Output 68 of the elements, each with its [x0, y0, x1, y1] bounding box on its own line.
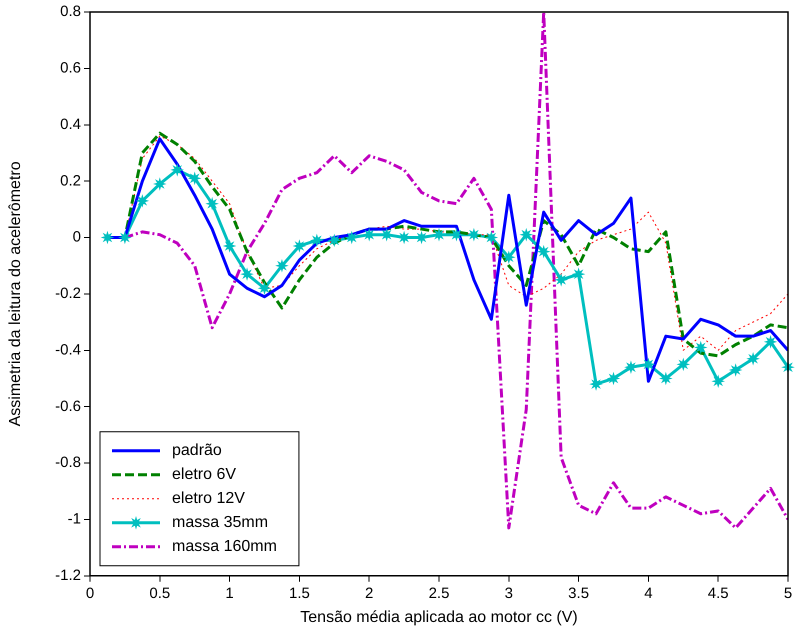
y-tick-label: 0 — [72, 228, 81, 246]
legend-label: eletro 12V — [172, 490, 246, 508]
point — [276, 260, 288, 272]
point — [154, 178, 166, 190]
point — [450, 229, 462, 240]
point — [381, 229, 392, 240]
point — [730, 364, 742, 376]
point — [520, 229, 532, 240]
point — [660, 372, 672, 384]
y-tick-label: 0.8 — [60, 3, 81, 20]
legend-label: padrão — [172, 442, 222, 460]
point — [434, 229, 444, 240]
point — [242, 268, 253, 280]
point — [294, 240, 305, 252]
point — [224, 240, 236, 252]
y-tick-label: -0.6 — [55, 398, 81, 415]
x-tick-label: 0.5 — [149, 584, 170, 602]
x-tick-label: 5 — [784, 584, 792, 602]
point — [102, 232, 113, 244]
point — [311, 234, 322, 246]
y-tick-label: -1 — [68, 510, 81, 528]
point — [712, 376, 724, 387]
x-tick-label: 2 — [365, 584, 374, 602]
point — [748, 353, 759, 364]
point — [765, 336, 776, 348]
x-tick-label: 3.5 — [568, 584, 590, 602]
y-tick-label: -0.8 — [55, 454, 81, 472]
y-tick-label: -0.4 — [55, 341, 81, 358]
x-tick-label: 4.5 — [708, 584, 729, 602]
point — [608, 372, 619, 384]
y-tick-label: 0.2 — [60, 172, 81, 190]
legend-label: massa 35mm — [172, 514, 268, 532]
point — [346, 232, 358, 244]
point — [625, 362, 636, 373]
point — [189, 172, 200, 184]
x-tick-label: 2.5 — [428, 584, 450, 602]
point — [119, 232, 130, 244]
point — [328, 234, 340, 246]
y-tick-label: 0.6 — [60, 60, 81, 77]
point — [416, 232, 428, 244]
point — [503, 252, 514, 263]
point — [573, 268, 584, 280]
point — [364, 229, 375, 240]
point — [590, 378, 602, 390]
point — [486, 232, 497, 244]
x-axis-title: Tensão média aplicada ao motor cc (V) — [300, 608, 578, 626]
point — [538, 246, 550, 258]
legend-label: massa 160mm — [172, 538, 277, 556]
y-axis-title: Assimetria da leitura do acelerômetro — [7, 161, 24, 426]
x-tick-label: 1 — [225, 584, 234, 602]
x-tick-label: 1.5 — [288, 584, 310, 602]
legend-label: eletro 6V — [172, 466, 236, 484]
point — [206, 198, 218, 210]
point — [259, 282, 270, 294]
point — [172, 164, 183, 176]
point — [398, 232, 410, 244]
point — [136, 195, 148, 206]
x-tick-label: 0 — [86, 584, 94, 602]
point — [556, 274, 567, 286]
point — [695, 342, 706, 353]
y-tick-label: 0.4 — [60, 116, 81, 133]
point — [642, 358, 654, 370]
x-tick-label: 4 — [644, 584, 653, 602]
point — [678, 358, 689, 370]
y-tick-label: -1.2 — [55, 566, 81, 584]
y-tick-label: -0.2 — [55, 285, 81, 302]
x-tick-label: 3 — [504, 584, 513, 602]
point — [468, 229, 480, 240]
